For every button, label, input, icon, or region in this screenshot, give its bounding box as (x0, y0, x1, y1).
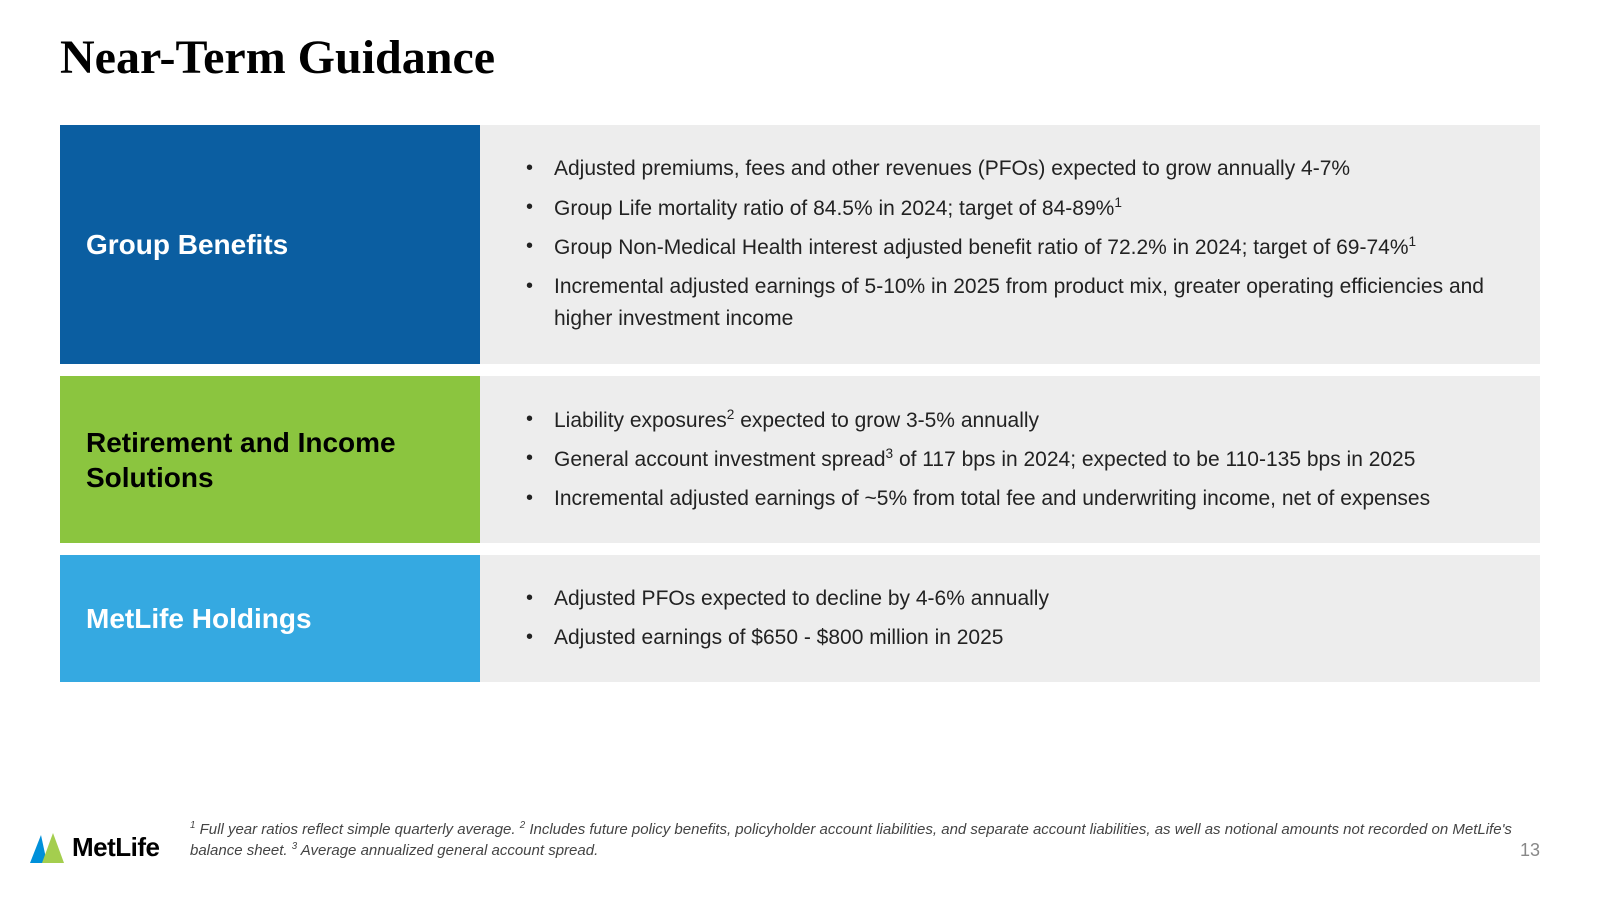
row-content: Adjusted premiums, fees and other revenu… (480, 125, 1540, 364)
row-retirement-income: Retirement and Income Solutions Liabilit… (60, 376, 1540, 544)
bullet: Adjusted PFOs expected to decline by 4-6… (520, 583, 1520, 616)
bullet: Incremental adjusted earnings of ~5% fro… (520, 483, 1520, 516)
row-content: Liability exposures2 expected to grow 3-… (480, 376, 1540, 544)
bullet: Adjusted premiums, fees and other revenu… (520, 153, 1520, 186)
brand-name: MetLife (72, 832, 160, 863)
row-content: Adjusted PFOs expected to decline by 4-6… (480, 555, 1540, 682)
bullet: Group Life mortality ratio of 84.5% in 2… (520, 192, 1520, 226)
bullet: Liability exposures2 expected to grow 3-… (520, 404, 1520, 438)
row-group-benefits: Group Benefits Adjusted premiums, fees a… (60, 125, 1540, 364)
footnotes: 1 Full year ratios reflect simple quarte… (190, 819, 1520, 861)
row-label: Group Benefits (60, 125, 480, 364)
brand-logo: MetLife (30, 832, 160, 863)
row-label: Retirement and Income Solutions (60, 376, 480, 544)
page-number: 13 (1520, 840, 1540, 861)
bullet: General account investment spread3 of 11… (520, 443, 1520, 477)
slide: Near-Term Guidance Group Benefits Adjust… (0, 0, 1600, 901)
guidance-rows: Group Benefits Adjusted premiums, fees a… (60, 125, 1540, 682)
bullet: Incremental adjusted earnings of 5-10% i… (520, 271, 1520, 336)
bullet: Adjusted earnings of $650 - $800 million… (520, 622, 1520, 655)
bullet: Group Non-Medical Health interest adjust… (520, 231, 1520, 265)
row-label: MetLife Holdings (60, 555, 480, 682)
page-title: Near-Term Guidance (60, 30, 1540, 85)
row-metlife-holdings: MetLife Holdings Adjusted PFOs expected … (60, 555, 1540, 682)
logo-icon (30, 833, 64, 863)
